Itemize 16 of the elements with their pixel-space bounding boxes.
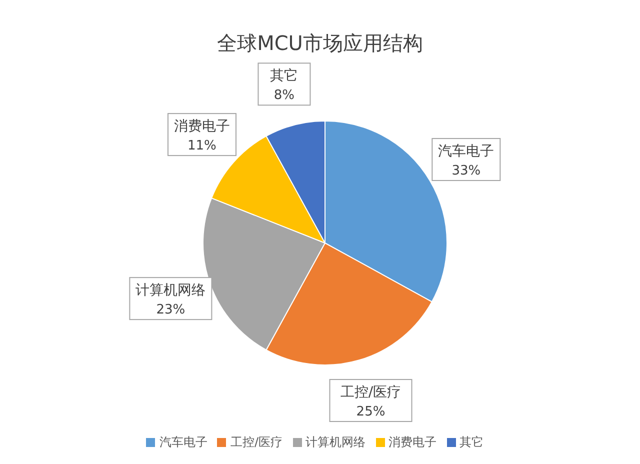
data-label: 23% xyxy=(156,302,186,318)
data-label: 33% xyxy=(452,164,481,179)
data-label: 25% xyxy=(356,404,386,420)
legend-label: 消费电子 xyxy=(388,435,437,449)
slice-label: 其它 xyxy=(270,68,298,84)
slice-label: 计算机网络 xyxy=(136,282,206,299)
legend-label: 工控/医疗 xyxy=(230,435,283,449)
slice-label: 汽车电子 xyxy=(438,144,494,160)
slice-label: 消费电子 xyxy=(174,118,230,135)
legend-label: 计算机网络 xyxy=(306,435,366,449)
slice-label: 工控/医疗 xyxy=(340,384,402,400)
data-label: 8% xyxy=(274,88,295,104)
data-label: 11% xyxy=(188,138,216,154)
legend-label: 其它 xyxy=(460,435,484,449)
legend-label: 汽车电子 xyxy=(159,435,208,449)
chart-title: 全球MCU市场应用结构 xyxy=(216,30,424,57)
